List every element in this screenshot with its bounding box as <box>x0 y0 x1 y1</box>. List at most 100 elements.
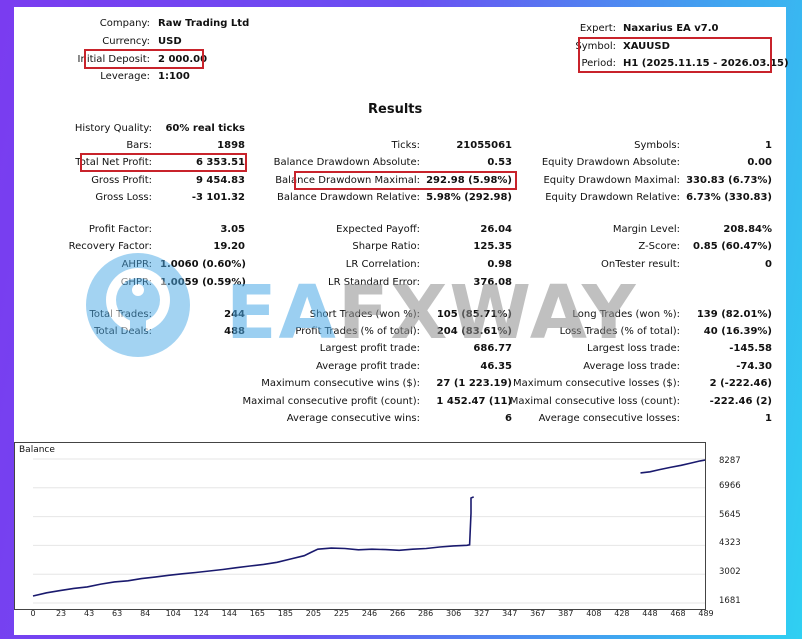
col3-label: Loss Trades (% of total): <box>559 326 680 337</box>
visual-watermark-footer: Protected with trial version of Visual W… <box>118 617 684 632</box>
col2-label: Short Trades (won %): <box>309 309 420 320</box>
x-tick-label: 246 <box>361 609 378 618</box>
period-label: Period: <box>581 58 616 69</box>
col1-label: History Quality: <box>74 123 152 134</box>
currency-label: Currency: <box>102 36 150 47</box>
y-tick-label: 1681 <box>719 596 741 606</box>
col2-label: Maximum consecutive wins ($): <box>261 378 420 389</box>
highlight-balance-drawdown-maximal <box>294 171 517 190</box>
col2-label: Average profit trade: <box>315 361 420 372</box>
x-tick-label: 286 <box>417 609 434 618</box>
company-label: Company: <box>99 18 150 29</box>
col1-value: 488 <box>224 326 245 337</box>
y-tick-label: 8287 <box>719 456 741 466</box>
col2-value: 105 (85.71%) <box>436 309 512 320</box>
x-tick-label: 408 <box>586 609 602 618</box>
col2-value: 27 (1 223.19) <box>436 378 512 389</box>
col2-label: Maximal consecutive profit (count): <box>242 396 420 407</box>
col2-label: Ticks: <box>391 140 420 151</box>
col3-value: 2 (-222.46) <box>709 378 772 389</box>
expert-label: Expert: <box>579 23 616 34</box>
col3-label: Average loss trade: <box>583 361 680 372</box>
col3-label: Margin Level: <box>612 224 680 235</box>
col1-label: Total Net Profit: <box>75 157 152 168</box>
col2-label: Expected Payoff: <box>336 224 420 235</box>
x-tick-label: 428 <box>614 609 630 618</box>
x-tick-label: 266 <box>389 609 406 618</box>
col2-value: 0.98 <box>487 259 512 270</box>
y-tick-label: 6966 <box>719 480 741 491</box>
company-value: Raw Trading Ltd <box>158 18 250 29</box>
col2-label: Largest profit trade: <box>319 343 420 354</box>
x-tick-label: 489 <box>698 609 714 618</box>
x-tick-label: 387 <box>558 609 574 618</box>
col3-value: 1 <box>765 413 772 424</box>
col3-value: -145.58 <box>729 343 772 354</box>
y-tick-label: 3002 <box>719 567 741 578</box>
x-tick-label: 84 <box>140 609 151 618</box>
col3-label: Symbols: <box>634 140 680 151</box>
x-tick-label: 124 <box>193 609 209 618</box>
balance-series-line-1 <box>640 459 705 474</box>
balance-series-line-0 <box>32 496 475 597</box>
col2-label: LR Correlation: <box>345 259 420 270</box>
col2-label: Balance Drawdown Relative: <box>276 192 420 203</box>
balance-chart-plot <box>32 458 705 604</box>
x-tick-label: 144 <box>221 609 237 618</box>
col2-value: 686.77 <box>473 343 512 354</box>
chart-title: Balance <box>19 445 55 455</box>
col3-label: Average consecutive losses: <box>538 413 680 424</box>
col1-label: Recovery Factor: <box>68 241 152 252</box>
x-tick-label: 367 <box>530 609 546 618</box>
symbol-label: Symbol: <box>575 41 616 52</box>
col3-value: 0.85 (60.47%) <box>693 241 772 252</box>
col2-label: Average consecutive wins: <box>286 413 420 424</box>
col3-value: 40 (16.39%) <box>703 326 772 337</box>
symbol-value: XAUUSD <box>623 41 670 52</box>
col2-label: Balance Drawdown Absolute: <box>273 157 420 168</box>
col2-value: 26.04 <box>480 224 512 235</box>
col1-value: 6 353.51 <box>195 157 245 168</box>
col1-label: Bars: <box>126 140 152 151</box>
x-tick-label: 225 <box>333 609 350 618</box>
col2-value: 125.35 <box>473 241 512 252</box>
balance-chart: Balance <box>14 442 706 610</box>
eafxway-text-watermark: EAFXWAY <box>226 270 638 356</box>
leverage-label: Leverage: <box>100 71 150 82</box>
highlight-symbol-period <box>578 37 772 73</box>
col2-label: Sharpe Ratio: <box>352 241 420 252</box>
x-tick-label: 468 <box>670 609 686 618</box>
col2-value: 21055061 <box>456 140 512 151</box>
col1-value: 60% real ticks <box>165 123 245 134</box>
col1-value: 1.0060 (0.60%) <box>160 259 246 270</box>
highlight-total-net-profit <box>80 153 247 172</box>
initial-deposit-label: Initial Deposit: <box>77 54 150 65</box>
col3-value: 1 <box>765 140 772 151</box>
col3-value: 330.83 (6.73%) <box>686 175 772 186</box>
col3-label: Long Trades (won %): <box>572 309 680 320</box>
x-tick-label: 347 <box>502 609 518 618</box>
col2-value: 1 452.47 (11) <box>436 396 512 407</box>
col1-value: 244 <box>224 309 245 320</box>
col3-label: Largest loss trade: <box>587 343 680 354</box>
x-tick-label: 205 <box>305 609 322 618</box>
col3-label: Equity Drawdown Maximal: <box>543 175 680 186</box>
col2-value: 0.53 <box>487 157 512 168</box>
expert-value: Naxarius EA v7.0 <box>623 23 719 34</box>
col1-value: 3.05 <box>220 224 245 235</box>
col2-label: Balance Drawdown Maximal: <box>275 175 420 186</box>
leverage-value: 1:100 <box>158 71 190 82</box>
col1-value: -3 101.32 <box>191 192 245 203</box>
col3-label: Equity Drawdown Relative: <box>545 192 680 203</box>
x-tick-label: 43 <box>83 609 95 618</box>
col3-value: -74.30 <box>736 361 772 372</box>
col3-value: -222.46 (2) <box>709 396 772 407</box>
col1-label: Gross Loss: <box>95 192 152 203</box>
col2-value: 46.35 <box>480 361 512 372</box>
col2-value: 292.98 (5.98%) <box>426 175 512 186</box>
col2-value: 6 <box>505 413 512 424</box>
col2-value: 204 (83.61%) <box>436 326 512 337</box>
col1-value: 1898 <box>217 140 245 151</box>
col3-value: 0.00 <box>747 157 772 168</box>
col3-value: 139 (82.01%) <box>696 309 772 320</box>
